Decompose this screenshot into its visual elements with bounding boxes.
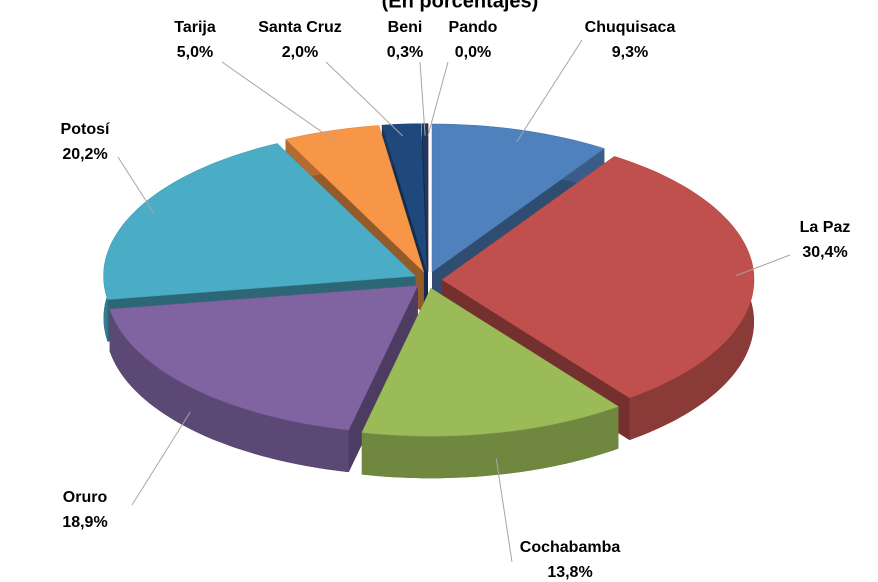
- leader-line: [419, 61, 426, 136]
- slice-top: [285, 125, 425, 273]
- slice-value-label: 30,4%: [802, 244, 847, 261]
- slice-value-label: 0,0%: [455, 44, 491, 61]
- leader-line: [221, 61, 337, 143]
- slice-value-label: 5,0%: [177, 44, 213, 61]
- chart-title: (En porcentajes): [382, 0, 539, 12]
- slice-top: [431, 123, 605, 273]
- slice-label: La Paz: [800, 219, 851, 236]
- slice-label: Pando: [449, 19, 498, 36]
- slice-value-label: 20,2%: [62, 146, 107, 163]
- slice-side: [109, 309, 349, 473]
- slice-top: [109, 285, 419, 431]
- slice-label: Chuquisaca: [585, 19, 676, 36]
- slice-top: [361, 287, 619, 437]
- leader-line: [735, 254, 791, 277]
- slice-top: [421, 123, 429, 272]
- slice-label: Cochabamba: [520, 539, 621, 556]
- leader-line: [427, 61, 449, 136]
- leader-line: [325, 61, 404, 137]
- leader-line: [516, 39, 583, 143]
- slice-value-label: 9,3%: [612, 44, 648, 61]
- slice-value-label: 18,9%: [62, 514, 107, 531]
- slice-value-label: 2,0%: [282, 44, 318, 61]
- leader-line: [495, 458, 513, 563]
- slice-value-label: 13,8%: [547, 564, 592, 581]
- slice-label: Santa Cruz: [258, 19, 342, 36]
- slice-top: [381, 123, 428, 272]
- slice-top: [441, 156, 755, 399]
- slice-label: Tarija: [174, 19, 216, 36]
- slice-top: [103, 143, 417, 300]
- slice: [361, 287, 619, 479]
- leader-line: [131, 411, 191, 506]
- slice-label: Oruro: [63, 489, 108, 506]
- slice-label: Beni: [388, 19, 423, 36]
- slice-side: [361, 406, 619, 479]
- slice: [441, 156, 755, 440]
- slice-label: Potosí: [61, 121, 110, 138]
- slice-value-label: 0,3%: [387, 44, 423, 61]
- leader-line: [117, 156, 155, 215]
